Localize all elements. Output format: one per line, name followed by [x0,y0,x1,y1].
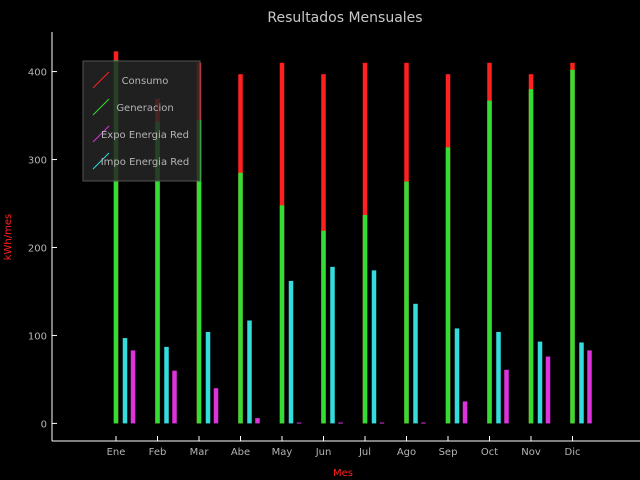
legend-swatch-consumo [92,71,110,89]
bar-impo-energia-red-dic [579,342,584,424]
x-tick-label-ago: Ago [397,447,416,458]
bar-expo-energia-red-dic [587,350,592,424]
bar-generacion-dic [570,69,575,424]
bar-impo-energia-red-oct [496,331,501,424]
x-tick-label-nov: Nov [521,447,541,458]
bar-expo-energia-red-ago [421,422,426,424]
bar-impo-energia-red-jun [330,266,335,424]
bar-expo-energia-red-jun [338,422,343,424]
bar-impo-energia-red-may [288,280,294,424]
bar-generacion-mar [196,119,202,424]
bar-impo-energia-red-abe [247,320,252,424]
legend-swatch-impo-energia-red [92,152,110,170]
x-axis-label: Mes [333,468,353,479]
bars-group [113,51,592,424]
legend-box [82,60,201,182]
x-tick-label-jul: Jul [358,447,371,458]
x-tick-label-feb: Feb [149,447,167,458]
x-tick-label-jun: Jun [315,447,332,458]
bar-generacion-nov [528,89,534,424]
bar-impo-energia-red-feb [164,346,169,424]
bar-impo-energia-red-ene [122,338,128,424]
legend-swatch-generacion [92,98,110,116]
bar-generacion-jun [321,230,326,424]
x-tick-label-dic: Dic [565,447,581,458]
y-tick-label-100: 100 [28,331,47,342]
x-tick-label-ene: Ene [107,447,126,458]
y-tick-label-0: 0 [41,419,47,430]
bar-generacion-may [279,205,285,424]
x-ticks-group: Ene Feb Mar Abe May Jun Jul Ago Sep Oct Nov Dic [107,436,581,458]
x-tick-label-mar: Mar [190,447,210,458]
bar-expo-energia-red-feb [172,370,177,424]
bar-impo-energia-red-nov [537,341,543,424]
bar-expo-energia-red-jul [379,422,385,424]
x-tick-label-may: May [272,447,293,458]
legend-label-impo-energia-red: Impo Energia Red [101,157,190,168]
legend: Consumo Generacion Expo Energia Red Impo En… [82,60,201,182]
bar-generacion-feb [155,121,160,424]
bar-expo-energia-red-may [296,422,302,424]
x-tick-label-abe: Abe [231,447,250,458]
bar-expo-energia-red-ene [130,350,136,424]
bar-generacion-ago [404,181,409,424]
bar-expo-energia-red-abe [255,418,260,424]
y-axis-label: kWh/mes [3,214,14,261]
legend-swatch-expo-energia-red [92,125,110,143]
axes-group [51,32,640,442]
legend-label-generacion: Generacion [116,103,173,114]
chart-title: Resultados Mensuales [267,10,422,26]
bar-impo-energia-red-ago [413,303,418,424]
x-tick-label-oct: Oct [481,447,498,458]
bar-expo-energia-red-nov [545,356,551,424]
y-tick-label-200: 200 [28,243,47,254]
y-tick-label-300: 300 [28,156,47,167]
bar-expo-energia-red-sep [462,401,468,424]
bar-expo-energia-red-mar [213,388,219,424]
legend-label-expo-energia-red: Expo Energia Red [101,130,189,141]
bar-impo-energia-red-sep [454,328,460,424]
y-ticks-group: 0 100 200 300 400 [28,68,57,430]
bar-generacion-sep [445,147,451,424]
bar-expo-energia-red-oct [504,369,509,424]
bar-generacion-oct [487,100,492,424]
bar-generacion-jul [362,214,368,424]
y-tick-label-400: 400 [28,68,47,79]
x-tick-label-sep: Sep [439,447,458,458]
legend-label-consumo: Consumo [122,76,169,87]
bar-impo-energia-red-jul [371,270,377,424]
bar-impo-energia-red-mar [205,331,211,424]
bar-generacion-abe [238,172,243,424]
bar-generacion-ene [113,60,119,424]
